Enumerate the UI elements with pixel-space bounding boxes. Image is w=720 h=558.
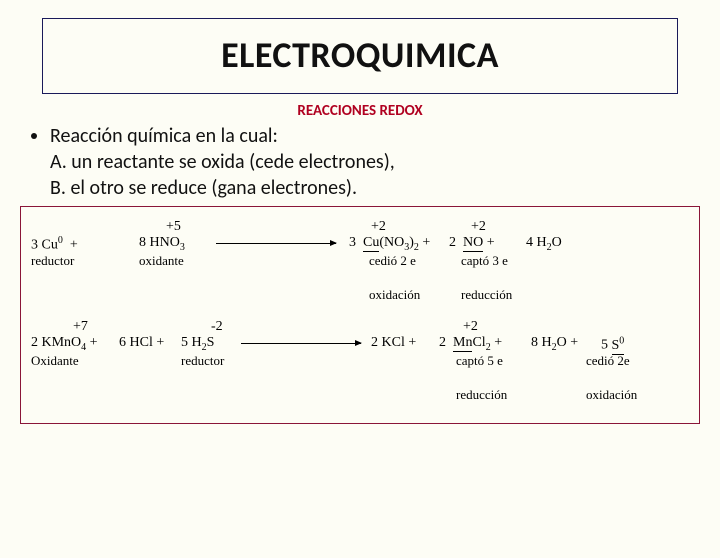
eq2-ox3: -2	[211, 319, 223, 335]
eq2-ox1: +7	[73, 319, 88, 335]
eq1-term1: 3 Cu0 +	[31, 235, 78, 254]
title-box: ELECTROQUIMICA	[42, 18, 678, 94]
eq1-ox3: +2	[371, 219, 386, 235]
eq1-role1: reductor	[31, 253, 74, 269]
subtitle: REACCIONES REDOX	[0, 102, 720, 120]
page-title: ELECTROQUIMICA	[43, 33, 677, 77]
eq2-term5: 2 MnCl2 +	[439, 335, 502, 353]
eq2-role7: cedió 2e	[586, 353, 630, 369]
eq2-label-ox: oxidación	[586, 387, 637, 403]
eq1-role3: cedió 2 e	[369, 253, 416, 269]
arrow-icon	[216, 243, 336, 244]
eq2-term4: 2 KCl +	[371, 335, 416, 351]
equation-1: 3 Cu0 + reductor +5 8 HNO3 oxidante +2 3…	[31, 213, 689, 313]
bullet-main: Reacción química en la cual:	[50, 124, 690, 148]
eq1-term2: 8 HNO3	[139, 235, 185, 253]
eq1-term3: 3 Cu(NO3)2 +	[349, 235, 430, 253]
arrow-icon	[241, 343, 361, 344]
eq2-term7: 5 S0	[601, 335, 624, 354]
eq2-label-red: reducción	[456, 387, 507, 403]
eq2-term1: 2 KMnO4 +	[31, 335, 98, 353]
eq2-role5: captó 5 e	[456, 353, 503, 369]
equation-2: +7 2 KMnO4 + Oxidante 6 HCl + -2 5 H2S r…	[31, 313, 689, 413]
eq2-term6: 8 H2O +	[531, 335, 578, 353]
eq2-ox5: +2	[463, 319, 478, 335]
eq2-role1: Oxidante	[31, 353, 79, 369]
equations-box: 3 Cu0 + reductor +5 8 HNO3 oxidante +2 3…	[20, 206, 700, 424]
bullet-a: A. un reactante se oxida (cede electrone…	[50, 150, 690, 174]
eq1-ox4: +2	[471, 219, 486, 235]
bullet-section: Reacción química en la cual: A. un react…	[30, 124, 690, 200]
eq1-term4: 2 NO +	[449, 235, 495, 251]
eq1-term5: 4 H2O	[526, 235, 562, 253]
bullet-b: B. el otro se reduce (gana electrones).	[50, 176, 690, 200]
eq1-role2: oxidante	[139, 253, 184, 269]
eq2-role3: reductor	[181, 353, 224, 369]
eq2-term2: 6 HCl +	[119, 335, 164, 351]
eq1-role4: captó 3 e	[461, 253, 508, 269]
eq2-term3: 5 H2S	[181, 335, 214, 353]
eq1-ox2: +5	[166, 219, 181, 235]
eq1-label-red: reducción	[461, 287, 512, 303]
eq1-label-ox: oxidación	[369, 287, 420, 303]
